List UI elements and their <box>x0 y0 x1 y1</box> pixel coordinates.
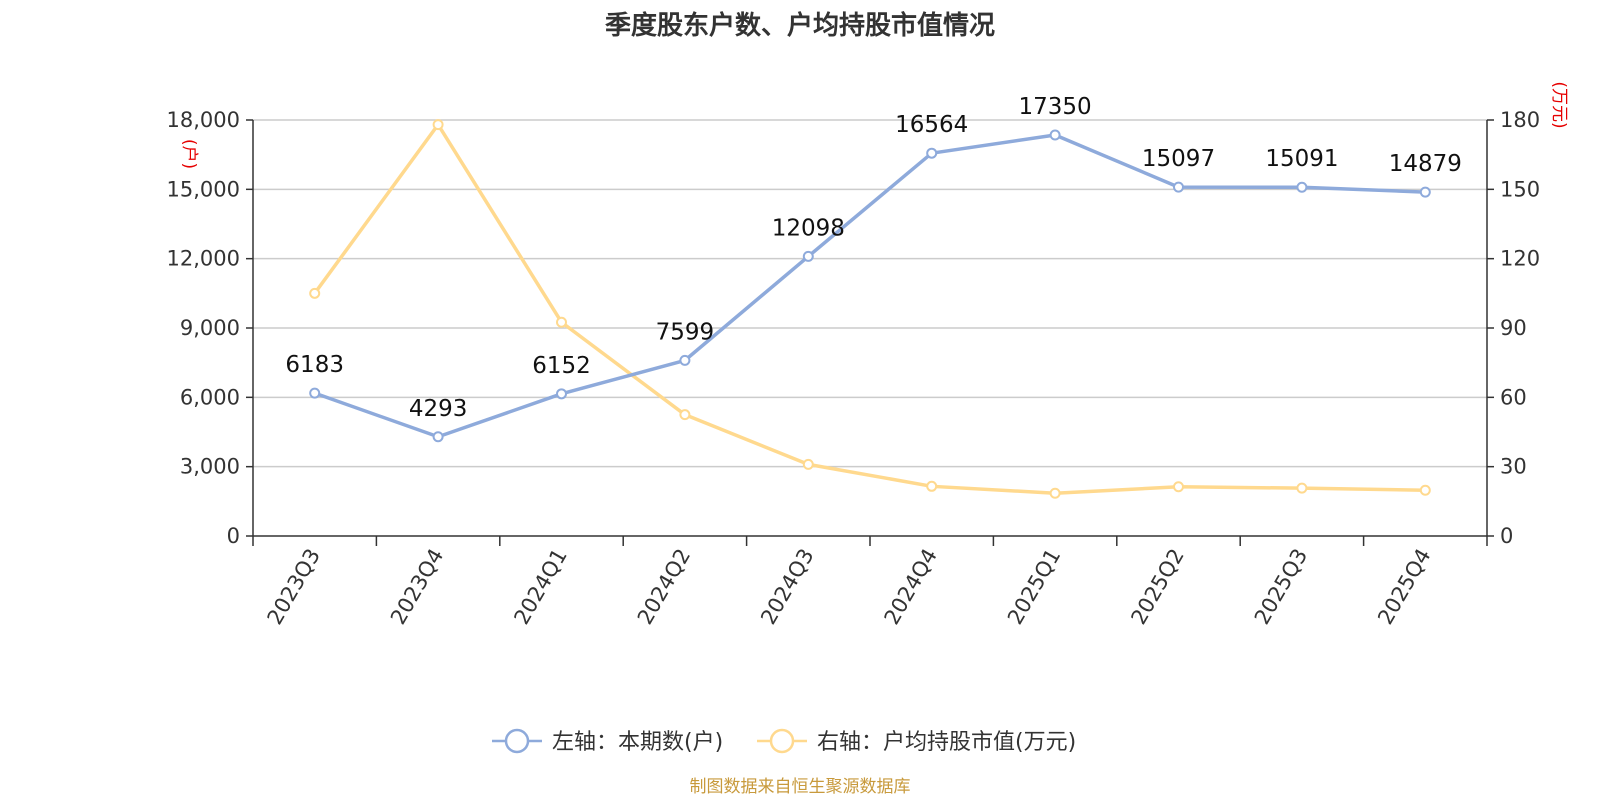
x-tick-label: 2023Q4 <box>386 545 448 629</box>
series-layer <box>309 119 1431 499</box>
data-point-left[interactable] <box>432 431 444 443</box>
data-point-left[interactable] <box>556 388 567 400</box>
x-tick-label: 2025Q1 <box>1003 545 1065 629</box>
data-label: 15097 <box>1142 146 1215 172</box>
x-tick-label: 2025Q2 <box>1126 545 1188 629</box>
data-label: 12098 <box>772 215 845 241</box>
right-tick-label: 0 <box>1500 524 1513 548</box>
data-point-right[interactable] <box>1173 481 1184 493</box>
legend-item-1[interactable]: 右轴：户均持股市值(万元) <box>757 728 1076 755</box>
right-tick-label: 30 <box>1500 455 1527 479</box>
legend-item-0[interactable]: 左轴：本期数(户) <box>492 728 723 755</box>
x-tick-label: 2025Q3 <box>1250 545 1312 629</box>
legend[interactable]: 左轴：本期数(户) 右轴：户均持股市值(万元) <box>492 728 1076 755</box>
data-point-left[interactable] <box>309 387 321 399</box>
series-line-right <box>313 122 1426 495</box>
data-point-right[interactable] <box>1296 482 1308 494</box>
legend-label: 左轴：本期数(户) <box>552 730 723 755</box>
data-point-right[interactable] <box>1049 487 1061 499</box>
data-label: 4293 <box>409 396 468 422</box>
data-label: 6152 <box>532 353 591 379</box>
data-point-right[interactable] <box>679 409 691 421</box>
legend-label: 右轴：户均持股市值(万元) <box>817 730 1076 755</box>
data-point-left[interactable] <box>1173 181 1184 193</box>
left-tick-label: 0 <box>227 524 240 548</box>
right-tick-label: 120 <box>1500 247 1540 271</box>
data-label: 14879 <box>1389 151 1462 177</box>
data-point-left[interactable] <box>1049 129 1061 141</box>
left-tick-label: 12,000 <box>167 247 240 271</box>
x-tick-label: 2024Q2 <box>633 545 695 629</box>
data-point-left[interactable] <box>1296 181 1308 193</box>
data-point-right[interactable] <box>1419 484 1431 496</box>
right-tick-label: 180 <box>1500 108 1540 132</box>
x-tick-label: 2025Q4 <box>1373 545 1435 629</box>
right-tick-label: 60 <box>1500 385 1527 409</box>
data-label: 7599 <box>656 319 715 345</box>
data-label: 6183 <box>285 352 344 378</box>
data-point-right[interactable] <box>802 458 814 470</box>
grid-lines <box>253 119 1487 468</box>
legend-marker <box>769 728 795 754</box>
data-point-left[interactable] <box>679 354 691 366</box>
data-point-left[interactable] <box>802 250 814 262</box>
series-line-left <box>314 133 1426 439</box>
axes: 0 3,000 6,000 9,000 12,000 15,000 18,000 0 30 60 9… <box>167 108 1541 629</box>
data-label: 16564 <box>895 112 968 138</box>
x-tick-label: 2024Q3 <box>756 545 818 629</box>
data-label: 17350 <box>1019 94 1092 120</box>
data-point-left[interactable] <box>926 147 938 159</box>
legend-marker <box>504 728 530 754</box>
right-tick-label: 90 <box>1500 316 1527 340</box>
left-tick-label: 9,000 <box>180 316 240 340</box>
left-tick-label: 18,000 <box>167 108 240 132</box>
x-tick-label: 2024Q4 <box>880 545 942 629</box>
data-point-right[interactable] <box>432 119 444 131</box>
data-point-right[interactable] <box>926 480 938 492</box>
data-point-left[interactable] <box>1419 186 1431 198</box>
left-axis-unit: (户) <box>179 139 199 169</box>
data-point-right[interactable] <box>309 287 321 299</box>
data-labels: 6183 4293 6152 7599 12098 16564 17350 15097 1509… <box>285 94 1461 422</box>
left-tick-label: 15,000 <box>167 177 240 201</box>
left-tick-label: 6,000 <box>180 385 240 409</box>
x-tick-label: 2023Q3 <box>263 545 325 629</box>
right-tick-label: 150 <box>1500 177 1540 201</box>
data-label: 15091 <box>1265 146 1338 172</box>
data-point-right[interactable] <box>556 316 567 328</box>
source-note: 制图数据来自恒生聚源数据库 <box>690 777 911 797</box>
chart-title: 季度股东户数、户均持股市值情况 <box>605 10 995 41</box>
right-axis-unit: (万元) <box>1549 81 1569 128</box>
left-tick-label: 3,000 <box>180 455 240 479</box>
x-tick-label: 2024Q1 <box>509 545 571 629</box>
